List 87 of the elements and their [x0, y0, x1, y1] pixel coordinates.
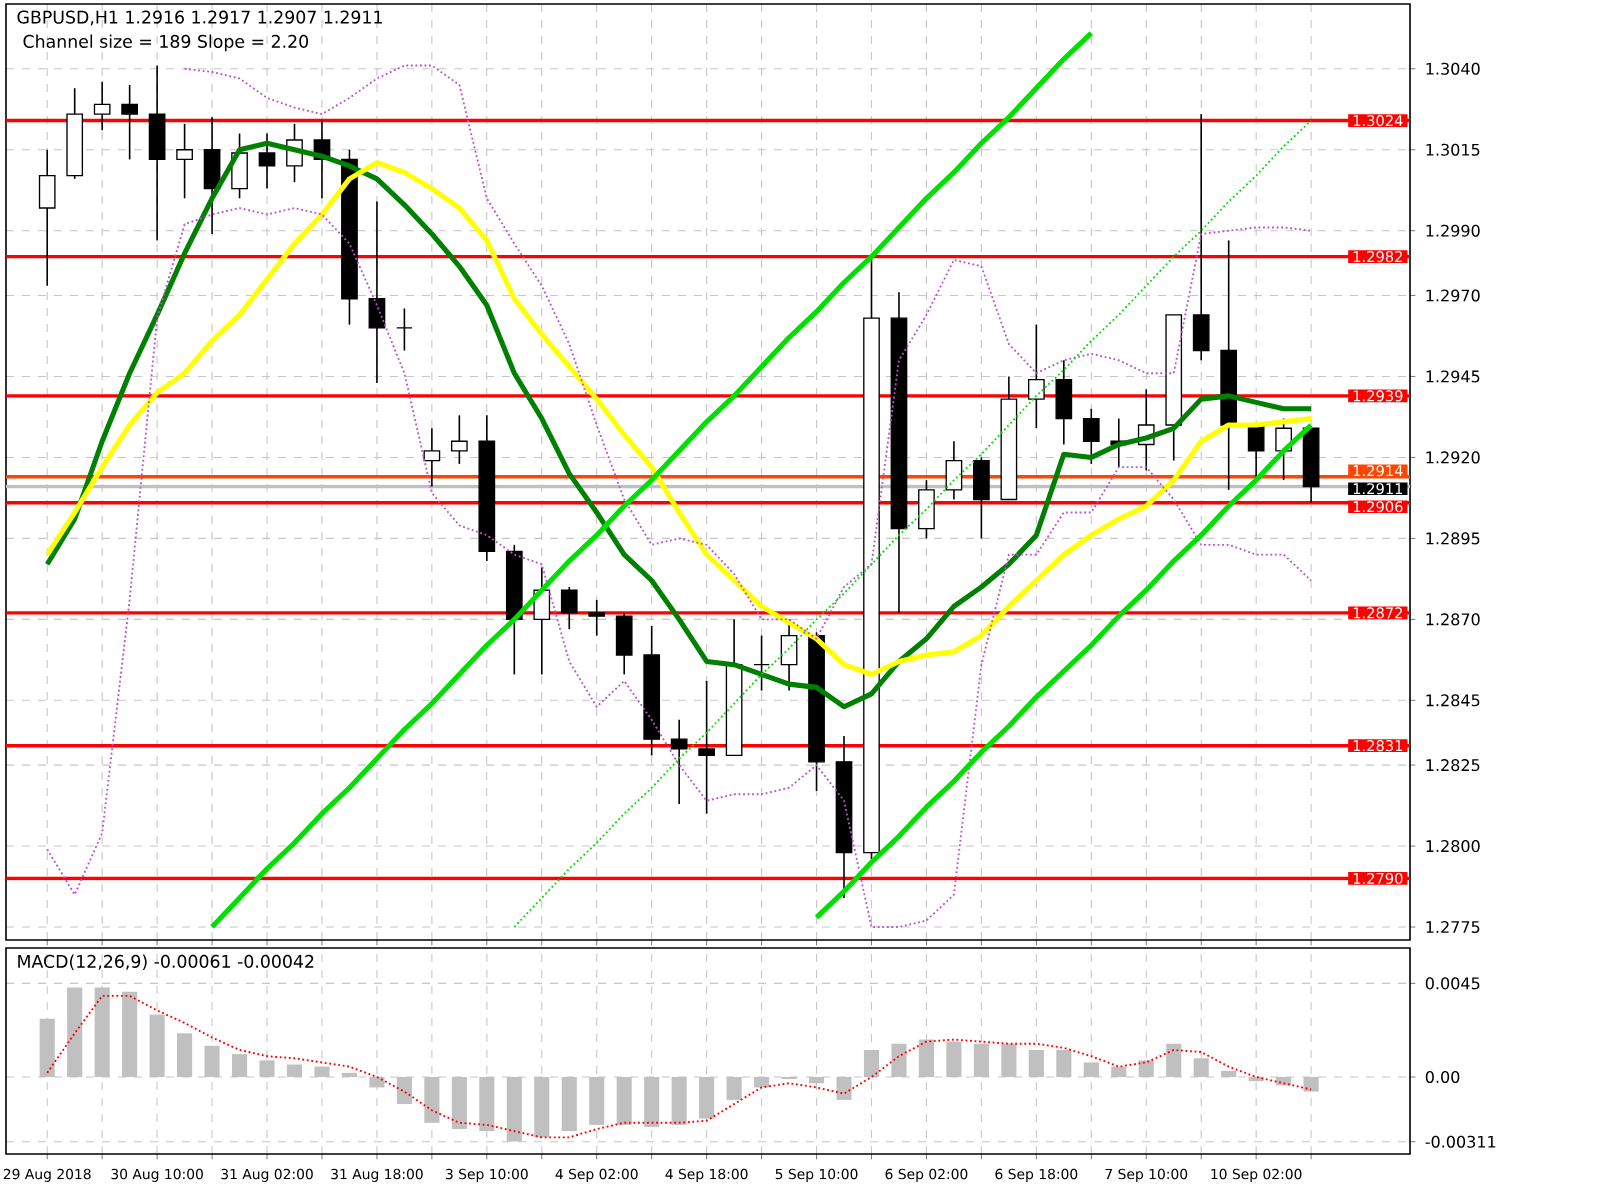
bar — [1001, 1043, 1017, 1078]
bar — [863, 1049, 880, 1078]
candlestick — [231, 132, 248, 200]
candlestick — [176, 123, 193, 200]
y-tick-label: 1.2945 — [1426, 370, 1480, 383]
candlestick — [93, 80, 111, 132]
candlestick — [973, 456, 990, 540]
candlestick — [38, 148, 56, 287]
bar — [836, 1077, 852, 1100]
candlestick — [560, 586, 578, 630]
bar — [754, 1077, 770, 1088]
bar — [259, 1060, 275, 1078]
y-tick-label: 1.2845 — [1426, 694, 1480, 707]
y-tick-label: 1.2895 — [1426, 532, 1480, 545]
bar — [973, 1043, 989, 1078]
y-tick-label: 0.0045 — [1425, 977, 1480, 990]
bar — [369, 1077, 385, 1088]
candlestick — [396, 307, 413, 352]
y-tick-label: 1.2775 — [1426, 920, 1480, 934]
bar — [561, 1077, 577, 1132]
bar — [644, 1077, 660, 1127]
bar — [808, 1077, 825, 1084]
candlestick — [945, 440, 963, 501]
candlestick — [1082, 408, 1100, 465]
bar — [699, 1077, 715, 1119]
bar — [204, 1045, 220, 1078]
line-series — [46, 207, 1313, 928]
candlestick — [368, 200, 386, 384]
bar — [341, 1072, 358, 1078]
y-tick-label: -0.00311 — [1425, 1135, 1496, 1148]
bar — [726, 1077, 742, 1100]
bar — [149, 1014, 165, 1078]
bar — [946, 1041, 962, 1078]
bar — [479, 1077, 495, 1132]
candlestick — [1027, 323, 1045, 430]
candlestick — [1055, 359, 1073, 446]
bar — [1056, 1049, 1072, 1078]
bar — [396, 1077, 412, 1105]
y-tick-label: 1.2970 — [1426, 289, 1480, 302]
bar — [534, 1077, 550, 1138]
bar — [314, 1066, 330, 1078]
candlestick — [423, 427, 441, 488]
bar — [122, 991, 138, 1078]
y-tick-label: 1.2920 — [1426, 451, 1480, 464]
candlestick — [121, 84, 139, 161]
text: Channel size = 189 Slope = 2.20 — [23, 34, 309, 52]
candlestick — [698, 680, 715, 815]
bar — [67, 987, 83, 1078]
candlestick — [258, 132, 276, 190]
bar — [671, 1077, 687, 1125]
bar — [1138, 1060, 1154, 1078]
chart-title: GBPUSD,H1 1.2916 1.2917 1.2907 1.2911 — [17, 10, 382, 26]
candlestick — [148, 64, 166, 242]
candlestick — [450, 414, 468, 465]
bar — [1111, 1066, 1127, 1078]
y-tick-label: 0.00 — [1425, 1070, 1460, 1084]
bar — [891, 1043, 907, 1078]
candlestick — [780, 618, 798, 692]
bar — [286, 1064, 303, 1078]
bar — [1193, 1058, 1209, 1078]
candlestick — [918, 479, 935, 540]
bar — [231, 1054, 248, 1078]
y-tick-label: 1.2800 — [1426, 840, 1480, 853]
y-tick-label: 1.2825 — [1426, 759, 1480, 772]
bar — [918, 1039, 934, 1078]
chart-title: MACD(12,26,9) -0.00061 -0.00042 — [18, 954, 314, 970]
bar — [1166, 1043, 1182, 1078]
candlestick — [203, 116, 221, 235]
bar — [616, 1077, 632, 1125]
candlestick — [615, 612, 633, 676]
candlestick — [670, 718, 688, 805]
bar — [177, 1033, 193, 1078]
line-series — [183, 64, 1313, 640]
y-tick-label: 1.3040 — [1426, 62, 1480, 75]
bar — [1028, 1049, 1044, 1078]
bar — [1083, 1062, 1099, 1078]
candlestick — [753, 634, 770, 692]
bar — [589, 1077, 605, 1125]
y-tick-label: 1.2990 — [1426, 224, 1480, 237]
bar — [451, 1077, 467, 1130]
y-tick-label: 1.3015 — [1426, 143, 1480, 156]
bar — [424, 1077, 440, 1123]
bar — [1221, 1070, 1237, 1078]
bar — [94, 987, 110, 1078]
y-tick-label: 1.2870 — [1426, 613, 1480, 626]
candlestick — [1192, 113, 1210, 362]
candlestick — [588, 599, 606, 637]
